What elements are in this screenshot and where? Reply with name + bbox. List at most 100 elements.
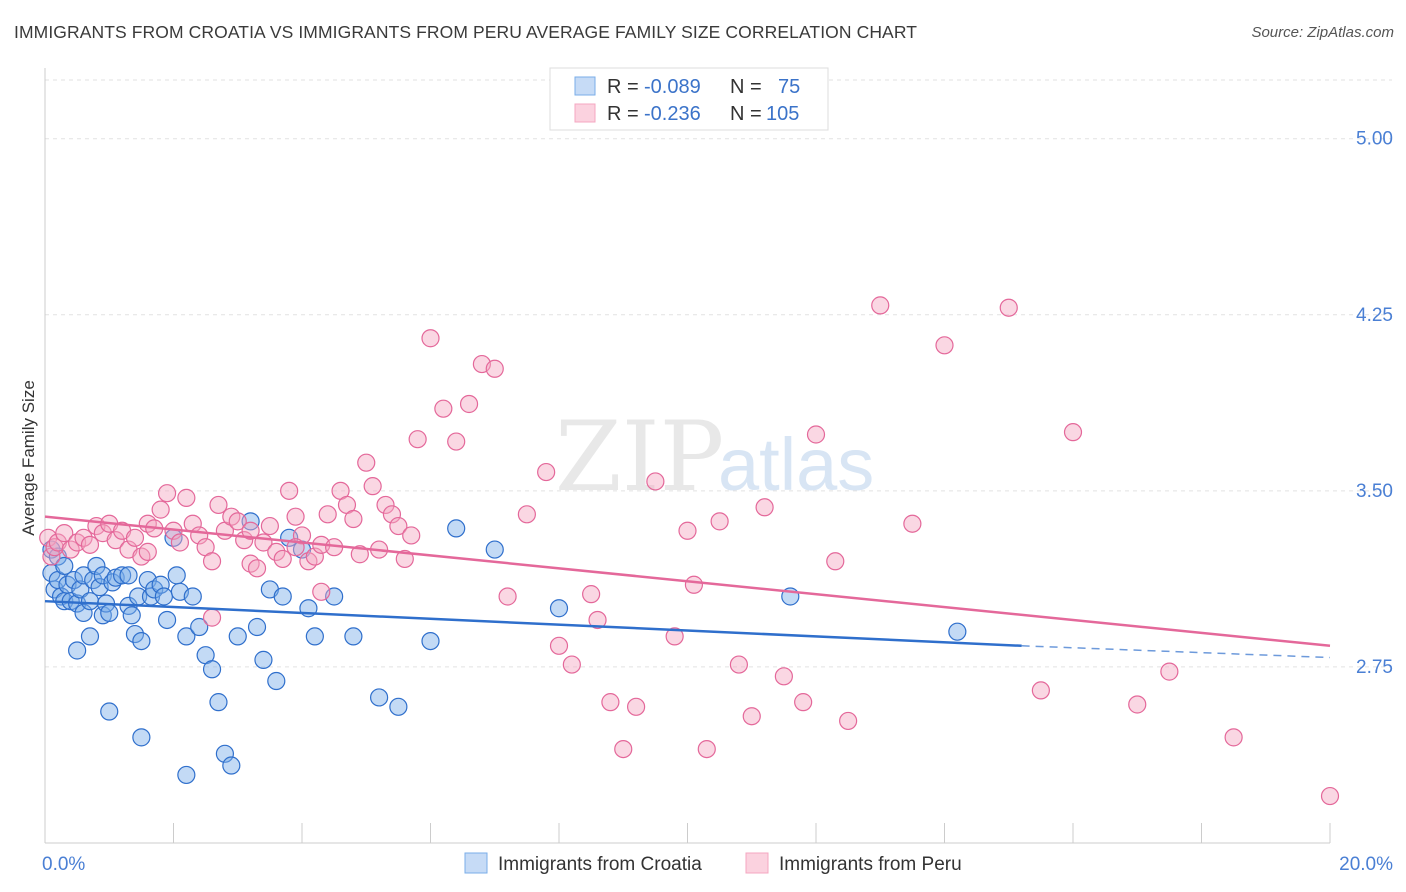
peru-point <box>806 425 826 444</box>
peru-n-label: N = <box>730 103 762 125</box>
stats-legend: R = -0.089 N = 75 R = -0.236 N = 105 <box>549 67 829 131</box>
peru-point <box>106 531 125 550</box>
peru-point <box>305 547 324 566</box>
peru-point <box>376 495 395 515</box>
peru-point <box>1031 681 1050 700</box>
y-tick-label: 3.50 <box>1356 481 1393 502</box>
peru-point <box>177 488 196 507</box>
croatia-point <box>125 624 145 644</box>
croatia-point <box>241 512 260 531</box>
croatia-point <box>84 570 103 590</box>
peru-swatch <box>574 103 596 123</box>
peru-point <box>935 336 954 355</box>
croatia-point <box>267 671 286 691</box>
peru-point <box>447 432 466 451</box>
peru-point <box>247 559 267 578</box>
croatia-point <box>344 627 363 646</box>
peru-point <box>202 552 222 571</box>
peru-point <box>601 693 620 712</box>
peru-point <box>170 533 190 552</box>
croatia-point <box>167 566 186 585</box>
watermark-atlas: atlas <box>718 423 874 506</box>
croatia-point <box>157 610 177 630</box>
croatia-point <box>389 697 408 716</box>
croatia-point <box>305 627 324 646</box>
croatia-point <box>132 728 151 747</box>
peru-point <box>408 430 427 449</box>
peru-point <box>74 528 93 547</box>
series-legend: Immigrants from Croatia Immigrants from … <box>464 852 962 875</box>
peru-point <box>318 505 337 524</box>
source-label: Source: ZipAtlas.com <box>1251 24 1394 41</box>
peru-point <box>55 524 74 543</box>
croatia-point <box>222 756 241 775</box>
croatia-swatch <box>574 76 596 96</box>
croatia-point <box>447 519 466 538</box>
peru-point <box>151 500 170 519</box>
peru-point <box>228 512 247 531</box>
peru-point <box>280 481 299 500</box>
peru-point <box>755 498 774 517</box>
peru-point <box>459 394 479 414</box>
peru-points <box>39 296 1340 806</box>
peru-point <box>871 296 890 315</box>
croatia-trend-extension <box>1021 645 1331 659</box>
peru-point <box>903 514 922 533</box>
croatia-point <box>549 599 569 618</box>
peru-point <box>61 540 80 559</box>
croatia-point <box>254 650 273 669</box>
croatia-point <box>421 631 440 651</box>
peru-point <box>286 507 305 526</box>
croatia-points <box>42 512 967 785</box>
legend-croatia-swatch <box>464 852 488 874</box>
peru-point <box>157 484 177 503</box>
peru-point <box>125 528 145 547</box>
y-tick-labels: 2.75 3.50 4.25 5.00 <box>1356 129 1393 678</box>
peru-point <box>357 453 376 472</box>
peru-point <box>1224 728 1243 747</box>
croatia-point <box>64 570 84 590</box>
peru-point <box>389 516 408 536</box>
croatia-n-label: N = <box>730 76 762 98</box>
croatia-point <box>209 693 228 712</box>
croatia-point <box>247 617 267 637</box>
y-tick-label: 5.00 <box>1356 129 1393 150</box>
croatia-point <box>122 606 141 625</box>
trend-lines <box>44 515 1331 659</box>
peru-point <box>292 526 312 545</box>
peru-point <box>665 627 684 646</box>
peru-point <box>774 667 793 686</box>
peru-point <box>434 399 453 418</box>
peru-point <box>260 516 279 536</box>
peru-point <box>485 359 504 378</box>
croatia-point <box>119 566 138 585</box>
legend-peru-label: Immigrants from Peru <box>779 854 962 875</box>
x-tick-max: 20.0% <box>1339 854 1393 875</box>
peru-point <box>363 477 382 496</box>
peru-point <box>614 739 633 759</box>
peru-r-value: -0.236 <box>644 103 701 125</box>
croatia-point <box>215 744 234 763</box>
croatia-point <box>80 592 100 611</box>
stats-legend-box <box>549 67 829 131</box>
peru-point <box>241 521 260 540</box>
peru-point <box>999 298 1018 317</box>
peru-point <box>626 697 646 716</box>
croatia-point <box>71 580 90 599</box>
peru-point <box>209 495 228 515</box>
x-tick-min: 0.0% <box>42 854 85 875</box>
peru-n-value: 105 <box>766 103 799 125</box>
croatia-point <box>100 603 119 623</box>
croatia-point <box>183 587 202 606</box>
peru-point <box>421 329 440 348</box>
legend-croatia-label: Immigrants from Croatia <box>498 854 702 875</box>
peru-point <box>138 542 157 561</box>
peru-point <box>402 526 421 545</box>
peru-point <box>588 610 607 630</box>
croatia-point <box>485 540 504 559</box>
croatia-point <box>190 617 209 637</box>
peru-point <box>582 585 601 604</box>
peru-point <box>202 608 222 627</box>
axes <box>44 68 1331 844</box>
croatia-point <box>154 587 173 606</box>
